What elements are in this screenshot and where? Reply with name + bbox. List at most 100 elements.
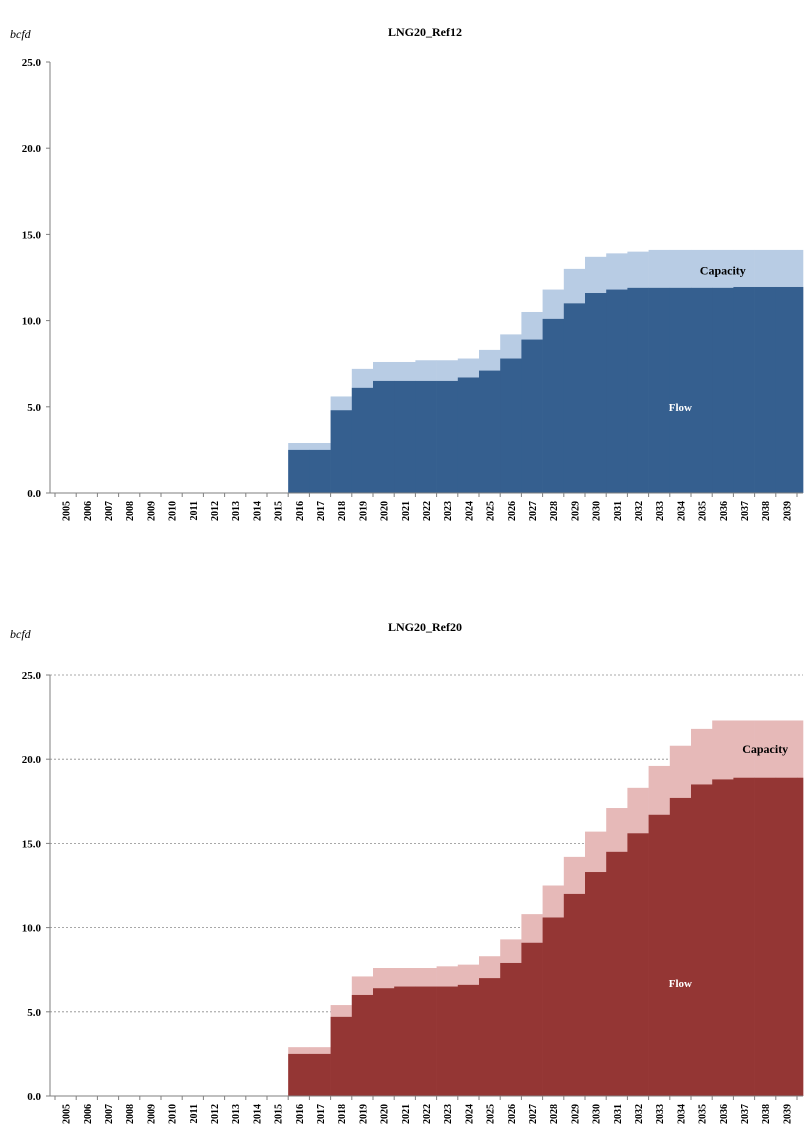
flow-bar-2020 bbox=[373, 988, 395, 1096]
x-tick-label-2008: 2008 bbox=[125, 1104, 136, 1124]
flow-bar-2027 bbox=[521, 339, 543, 493]
x-tick-label-2015: 2015 bbox=[274, 1104, 285, 1124]
x-tick-label-2026: 2026 bbox=[507, 501, 518, 521]
flow-bar-2039 bbox=[775, 777, 798, 1096]
x-tick-label-2018: 2018 bbox=[337, 501, 348, 521]
x-tick-label-2038: 2038 bbox=[761, 501, 772, 521]
x-tick-label-2010: 2010 bbox=[168, 501, 179, 521]
x-tick-label-2021: 2021 bbox=[401, 501, 412, 521]
x-tick-label-2037: 2037 bbox=[740, 501, 751, 521]
x-tick-label-2036: 2036 bbox=[719, 501, 730, 521]
x-tick-label-2011: 2011 bbox=[189, 1104, 200, 1123]
x-tick-label-2020: 2020 bbox=[380, 1104, 391, 1124]
flow-bar-2026 bbox=[500, 962, 522, 1096]
x-tick-label-2036: 2036 bbox=[719, 1104, 730, 1124]
flow-bar-2024 bbox=[457, 377, 480, 493]
x-tick-label-2016: 2016 bbox=[295, 1104, 306, 1124]
flow-bar-2025 bbox=[479, 978, 501, 1096]
y-tick-label: 25.0 bbox=[22, 670, 42, 682]
capacity-label: Capacity bbox=[742, 742, 788, 756]
x-tick-label-2027: 2027 bbox=[528, 501, 539, 521]
x-tick-label-2015: 2015 bbox=[274, 501, 285, 521]
x-tick-label-2012: 2012 bbox=[210, 1104, 221, 1124]
x-tick-label-2005: 2005 bbox=[62, 1104, 73, 1124]
x-tick-label-2011: 2011 bbox=[189, 501, 200, 520]
flow-bar-2029 bbox=[563, 893, 586, 1096]
x-tick-label-2017: 2017 bbox=[316, 1104, 327, 1124]
x-tick-label-2018: 2018 bbox=[337, 1104, 348, 1124]
flow-bar-2037 bbox=[733, 777, 755, 1096]
flow-bar-2038 bbox=[754, 286, 777, 493]
chart-title: LNG20_Ref12 bbox=[388, 25, 462, 39]
y-tick-label: 15.0 bbox=[22, 229, 42, 241]
x-tick-label-2031: 2031 bbox=[613, 1104, 624, 1124]
x-tick-label-2033: 2033 bbox=[655, 501, 666, 521]
x-tick-label-2028: 2028 bbox=[549, 501, 560, 521]
flow-bar-2039 bbox=[775, 286, 798, 493]
x-tick-label-2008: 2008 bbox=[125, 501, 136, 521]
x-tick-label-2012: 2012 bbox=[210, 501, 221, 521]
x-tick-label-2009: 2009 bbox=[146, 501, 157, 521]
flow-bar-2038 bbox=[754, 777, 777, 1096]
flow-bar-2021 bbox=[394, 986, 416, 1096]
flow-bar-2023 bbox=[436, 380, 459, 493]
x-tick-label-2017: 2017 bbox=[316, 501, 327, 521]
flow-bar-2019 bbox=[351, 994, 374, 1096]
flow-bar-2034 bbox=[669, 797, 692, 1096]
flow-bar-2030 bbox=[585, 872, 607, 1096]
y-tick-label: 10.0 bbox=[22, 316, 42, 328]
y-tick-label: 0.0 bbox=[27, 488, 41, 500]
x-tick-label-2009: 2009 bbox=[146, 1104, 157, 1124]
flow-bar-2035 bbox=[691, 287, 713, 493]
y-tick-label: 0.0 bbox=[27, 1091, 41, 1103]
flow-bar-2035 bbox=[691, 784, 713, 1096]
x-tick-label-2020: 2020 bbox=[380, 501, 391, 521]
x-tick-label-2032: 2032 bbox=[634, 1104, 645, 1124]
x-tick-label-2039: 2039 bbox=[782, 1104, 793, 1124]
x-tick-label-2007: 2007 bbox=[104, 501, 115, 521]
flow-bar-2017 bbox=[309, 1053, 331, 1096]
flow-label: Flow bbox=[669, 978, 692, 990]
x-tick-label-2038: 2038 bbox=[761, 1104, 772, 1124]
flow-bar-2034 bbox=[669, 287, 692, 493]
y-tick-label: 5.0 bbox=[27, 402, 41, 414]
flow-bar-2025 bbox=[479, 370, 501, 493]
flow-bar-2031 bbox=[606, 289, 628, 493]
x-tick-label-2024: 2024 bbox=[464, 501, 475, 521]
x-tick-label-2007: 2007 bbox=[104, 1104, 115, 1124]
x-tick-label-2029: 2029 bbox=[570, 501, 581, 521]
x-tick-label-2026: 2026 bbox=[507, 1104, 518, 1124]
y-tick-label: 5.0 bbox=[27, 1007, 41, 1019]
x-tick-label-2006: 2006 bbox=[83, 501, 94, 521]
x-tick-label-2023: 2023 bbox=[443, 1104, 454, 1124]
x-tick-label-2024: 2024 bbox=[464, 1104, 475, 1124]
flow-bar-2031 bbox=[606, 851, 628, 1096]
flow-label: Flow bbox=[669, 402, 692, 414]
flow-bar-2022 bbox=[415, 380, 437, 493]
flow-bar-2016 bbox=[288, 449, 310, 493]
flow-bar-2023 bbox=[436, 986, 459, 1096]
y-tick-label: 20.0 bbox=[22, 754, 42, 766]
capacity-label: Capacity bbox=[700, 264, 746, 278]
flow-bar-2033 bbox=[648, 287, 671, 493]
x-tick-label-2022: 2022 bbox=[422, 1104, 433, 1124]
x-tick-label-2005: 2005 bbox=[62, 501, 73, 521]
flow-bar-2018 bbox=[330, 1016, 353, 1096]
y-axis-unit-label: bcfd bbox=[10, 627, 32, 641]
flow-bar-2027 bbox=[521, 942, 543, 1096]
x-tick-label-2025: 2025 bbox=[486, 1104, 497, 1124]
flow-bar-2019 bbox=[351, 387, 374, 493]
flow-bar-2022 bbox=[415, 986, 437, 1096]
x-tick-label-2027: 2027 bbox=[528, 1104, 539, 1124]
x-tick-label-2035: 2035 bbox=[698, 501, 709, 521]
flow-bar-2026 bbox=[500, 358, 522, 493]
y-tick-label: 15.0 bbox=[22, 838, 42, 850]
x-tick-label-2016: 2016 bbox=[295, 501, 306, 521]
flow-bar-2030 bbox=[585, 293, 607, 493]
x-tick-label-2006: 2006 bbox=[83, 1104, 94, 1124]
flow-bar-2020 bbox=[373, 380, 395, 493]
flow-bar-2017 bbox=[309, 449, 331, 493]
flow-bar-2021 bbox=[394, 380, 416, 493]
x-tick-label-2034: 2034 bbox=[676, 501, 687, 521]
x-tick-label-2013: 2013 bbox=[231, 501, 242, 521]
